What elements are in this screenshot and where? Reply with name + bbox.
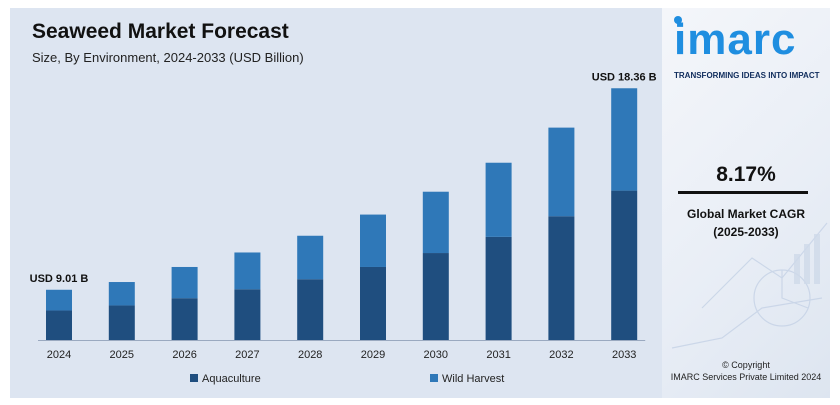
background-watermark [671, 222, 828, 349]
bar-aquaculture-2026 [171, 298, 198, 340]
bar-wild-harvest-2027 [234, 252, 261, 290]
legend-swatch-aquaculture [190, 374, 198, 382]
bar-wild-harvest-2030 [422, 191, 449, 254]
brand-panel: imarc TRANSFORMING IDEAS INTO IMPACT 8.1… [662, 8, 830, 398]
imarc-logo: imarc [674, 15, 797, 64]
infographic-frame: Seaweed Market Forecast Size, By Environ… [10, 8, 830, 398]
bar-wild-harvest-2024 [46, 289, 72, 311]
bar-wild-harvest-2033 [611, 88, 638, 191]
bar-aquaculture-2024 [46, 310, 72, 340]
data-label-2033: USD 18.36 B [592, 71, 657, 83]
copyright-text: © Copyright [722, 360, 770, 370]
bar-aquaculture-2033 [611, 190, 638, 340]
bar-aquaculture-2028 [297, 279, 324, 340]
bar-aquaculture-2031 [485, 236, 512, 340]
bar-wild-harvest-2031 [485, 162, 512, 237]
x-tick-label: 2024 [47, 349, 71, 361]
x-tick-label: 2025 [110, 349, 134, 361]
brand-tagline: TRANSFORMING IDEAS INTO IMPACT [674, 71, 820, 80]
legend-swatch-wild-harvest [430, 374, 438, 382]
bar-wild-harvest-2032 [548, 127, 575, 217]
x-tick-label: 2030 [424, 349, 448, 361]
x-tick-label: 2029 [361, 349, 385, 361]
bar-wild-harvest-2028 [297, 235, 324, 280]
x-tick-label: 2028 [298, 349, 322, 361]
bar-wild-harvest-2025 [108, 282, 135, 306]
x-tick-label: 2027 [235, 349, 259, 361]
x-tick-label: 2031 [486, 349, 510, 361]
cagr-divider [678, 191, 808, 194]
stacked-bar-chart: 2024 2025 2026 2027 2028 2029 2030 2031 2032 2033… [30, 71, 657, 385]
x-tick-label: 2032 [549, 349, 573, 361]
bar-aquaculture-2027 [234, 289, 261, 340]
chart-subtitle: Size, By Environment, 2024-2033 (USD Bil… [32, 50, 304, 65]
bar-aquaculture-2025 [108, 305, 135, 340]
bar-aquaculture-2032 [548, 216, 575, 340]
cagr-value: 8.17% [716, 163, 776, 186]
data-label-2024: USD 9.01 B [30, 273, 89, 285]
bar-wild-harvest-2029 [360, 214, 386, 267]
company-name: IMARC Services Private Limited 2024 [670, 372, 822, 382]
x-tick-label: 2033 [612, 349, 636, 361]
chart-title: Seaweed Market Forecast [32, 20, 289, 43]
legend-label-wild-harvest: Wild Harvest [442, 373, 504, 385]
x-tick-label: 2026 [172, 349, 196, 361]
chart-panel: Seaweed Market Forecast Size, By Environ… [10, 8, 662, 398]
legend-label-aquaculture: Aquaculture [202, 373, 261, 385]
cagr-label: Global Market CAGR [686, 207, 806, 221]
cagr-period: (2025-2033) [713, 225, 779, 239]
bar-aquaculture-2030 [422, 253, 449, 340]
bar-wild-harvest-2026 [171, 266, 198, 299]
logo-dot-icon [674, 16, 682, 24]
bar-aquaculture-2029 [360, 266, 386, 340]
